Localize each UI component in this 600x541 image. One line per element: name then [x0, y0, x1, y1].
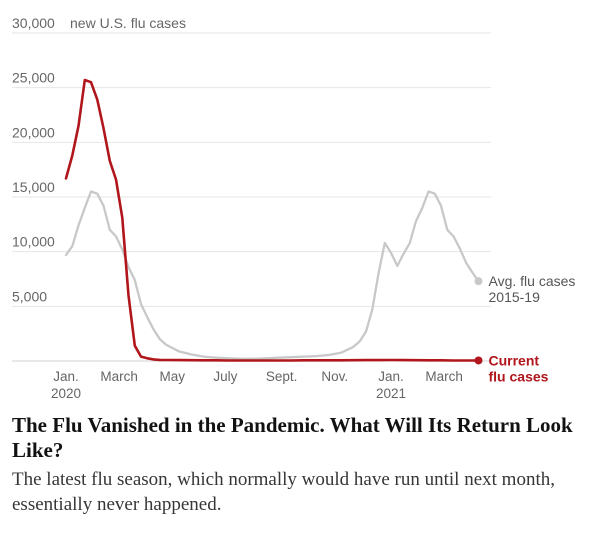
chart-series — [64, 78, 483, 365]
y-tick-label-30000: 30,000 — [12, 15, 55, 31]
y-tick-label-20000: 20,000 — [12, 124, 55, 140]
x-tick-label-4: Sept. — [266, 369, 298, 384]
y-tick-label-5000: 5,000 — [12, 288, 47, 304]
x-tick-label-3: July — [213, 369, 237, 384]
series-line-average — [64, 190, 480, 360]
x-tick-label-1: March — [100, 369, 138, 384]
x-tick-label-7: March — [425, 369, 463, 384]
article-summary: The latest flu season, which normally wo… — [12, 469, 555, 515]
series-label-current: Current flu cases — [489, 352, 549, 384]
x-tick-label-6: Jan. 2021 — [376, 369, 406, 400]
series-label-average: Avg. flu cases 2015-19 — [489, 273, 576, 305]
x-tick-label-5: Nov. — [321, 369, 348, 384]
series-endpoint-average — [474, 277, 483, 286]
y-tick-label-15000: 15,000 — [12, 179, 55, 195]
y-axis-ticks: 5,000 10,000 15,000 20,000 25,000 30,000 — [12, 15, 55, 304]
x-tick-label-0: Jan. 2020 — [51, 369, 81, 400]
y-tick-label-25000: 25,000 — [12, 70, 55, 86]
flu-cases-chart: 5,000 10,000 15,000 20,000 25,000 30,000 new … — [12, 15, 576, 400]
series-labels: Avg. flu cases 2015-19 Current flu cases — [489, 273, 576, 384]
y-axis-unit-label: new U.S. flu cases — [70, 15, 186, 31]
x-axis-ticks: Jan. 2020 March May July Sept. Nov. Jan. 2021 Mar… — [51, 369, 463, 400]
x-tick-label-2: May — [159, 369, 185, 384]
series-line-current — [64, 78, 480, 362]
y-tick-label-10000: 10,000 — [12, 234, 55, 250]
article-headline[interactable]: The Flu Vanished in the Pandemic. What W… — [12, 413, 573, 462]
series-endpoint-current — [474, 356, 483, 365]
